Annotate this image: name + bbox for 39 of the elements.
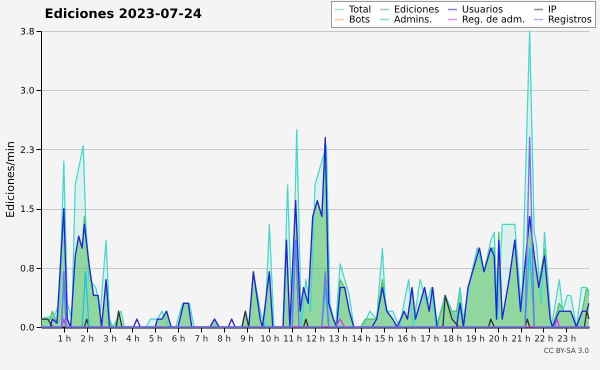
x-tick-label: 12 h: [306, 334, 325, 344]
y-tick-label: 3.0: [20, 86, 35, 97]
x-tick-label: 21 h: [512, 334, 530, 344]
x-tick-label: 11 h: [283, 334, 302, 344]
legend-label: Admins.: [394, 14, 432, 26]
x-tick-label: 23 h: [557, 334, 576, 344]
y-tick-label: 2.3: [20, 146, 34, 156]
x-tick-label: 13 h: [328, 334, 348, 344]
legend-label: Registros: [548, 14, 592, 26]
x-tick-label: 5 h: [148, 334, 162, 344]
legend-label: Total: [348, 4, 372, 16]
x-tick-label: 9 h: [240, 334, 254, 344]
x-tick-label: 22 h: [534, 334, 554, 344]
x-tick-label: 15 h: [374, 334, 394, 344]
y-axis-title: Ediciones/min: [4, 141, 18, 218]
legend-label: Reg. de adm.: [462, 14, 526, 26]
x-tick-label: 19 h: [466, 334, 485, 344]
legend-label: Ediciones: [394, 4, 440, 16]
y-tick-label: 1.5: [20, 205, 34, 216]
y-tick-label: 0.0: [20, 324, 35, 334]
x-tick-label: 7 h: [194, 334, 208, 344]
x-tick-label: 16 h: [397, 334, 416, 344]
x-tick-label: 6 h: [172, 334, 186, 344]
x-tick-label: 4 h: [126, 334, 140, 344]
x-tick-label: 17 h: [420, 334, 440, 344]
y-tick-label: 3.8: [20, 28, 35, 38]
x-tick-label: 1 h: [58, 334, 72, 344]
legend-label: IP: [548, 4, 557, 16]
x-tick-label: 14 h: [352, 334, 371, 344]
x-tick-label: 18 h: [443, 334, 462, 344]
chart-title: Ediciones 2023-07-24: [44, 7, 202, 22]
legend-label: Usuarios: [462, 4, 504, 16]
x-tick-label: 20 h: [488, 334, 508, 344]
x-tick-label: 10 h: [260, 334, 280, 344]
y-tick-label: 0.8: [20, 264, 35, 274]
legend-label: Bots: [349, 14, 370, 26]
x-tick-label: 2 h: [80, 334, 94, 344]
x-tick-label: 8 h: [217, 334, 231, 344]
x-tick-label: 3 h: [103, 334, 117, 344]
